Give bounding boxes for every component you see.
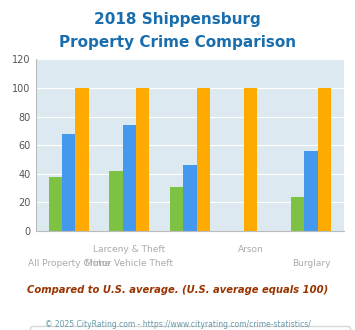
Bar xyxy=(318,88,331,231)
Text: © 2025 CityRating.com - https://www.cityrating.com/crime-statistics/: © 2025 CityRating.com - https://www.city… xyxy=(45,320,310,329)
Text: Motor Vehicle Theft: Motor Vehicle Theft xyxy=(85,259,173,268)
Bar xyxy=(244,88,257,231)
Bar xyxy=(49,177,62,231)
Text: Arson: Arson xyxy=(237,245,263,254)
Bar xyxy=(291,197,304,231)
Text: All Property Crime: All Property Crime xyxy=(28,259,110,268)
Text: 2018 Shippensburg: 2018 Shippensburg xyxy=(94,12,261,26)
Bar xyxy=(109,171,123,231)
Bar xyxy=(170,187,183,231)
Bar xyxy=(183,165,197,231)
Bar xyxy=(76,88,89,231)
Text: Burglary: Burglary xyxy=(292,259,330,268)
Legend: Shippensburg, Pennsylvania, National: Shippensburg, Pennsylvania, National xyxy=(30,326,350,330)
Text: Property Crime Comparison: Property Crime Comparison xyxy=(59,35,296,50)
Bar xyxy=(136,88,149,231)
Bar xyxy=(197,88,210,231)
Bar xyxy=(304,151,318,231)
Bar xyxy=(62,134,76,231)
Text: Compared to U.S. average. (U.S. average equals 100): Compared to U.S. average. (U.S. average … xyxy=(27,285,328,295)
Text: Larceny & Theft: Larceny & Theft xyxy=(93,245,165,254)
Bar xyxy=(123,125,136,231)
